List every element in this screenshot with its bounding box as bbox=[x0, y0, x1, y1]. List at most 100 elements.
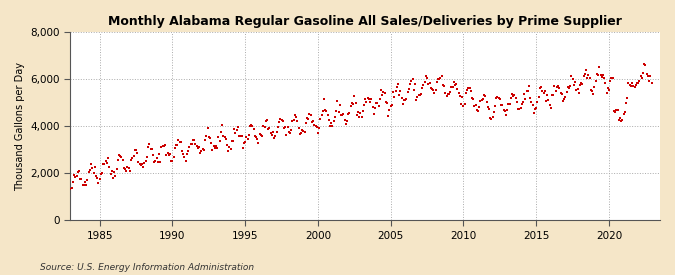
Point bbox=[608, 76, 618, 80]
Point bbox=[95, 177, 105, 181]
Point bbox=[446, 84, 457, 89]
Point bbox=[218, 134, 229, 138]
Point bbox=[623, 81, 634, 85]
Point bbox=[433, 77, 443, 81]
Point bbox=[624, 83, 635, 87]
Point bbox=[471, 108, 482, 112]
Point bbox=[372, 101, 383, 105]
Point bbox=[335, 112, 346, 117]
Point bbox=[306, 120, 317, 124]
Point bbox=[632, 81, 643, 85]
Point bbox=[456, 102, 466, 106]
Point bbox=[558, 99, 568, 104]
Point bbox=[541, 98, 551, 103]
Point bbox=[221, 143, 232, 147]
Point bbox=[492, 94, 503, 99]
Point bbox=[489, 104, 500, 108]
Point bbox=[292, 119, 302, 123]
Point bbox=[136, 163, 146, 167]
Point bbox=[453, 91, 464, 95]
Point bbox=[179, 155, 190, 159]
Point bbox=[640, 62, 651, 67]
Point bbox=[256, 134, 267, 138]
Point bbox=[428, 88, 439, 93]
Point bbox=[381, 100, 392, 104]
Point bbox=[439, 84, 450, 88]
Point bbox=[300, 121, 311, 125]
Point bbox=[172, 142, 183, 147]
Point bbox=[270, 134, 281, 138]
Point bbox=[196, 149, 207, 153]
Point bbox=[560, 95, 571, 99]
Point bbox=[355, 111, 366, 116]
Point bbox=[568, 83, 579, 87]
Point bbox=[408, 88, 419, 92]
Point bbox=[626, 83, 637, 88]
Point bbox=[332, 99, 343, 103]
Point bbox=[459, 102, 470, 106]
Point bbox=[268, 130, 279, 134]
Point bbox=[419, 79, 430, 84]
Point bbox=[142, 145, 153, 150]
Point bbox=[612, 108, 623, 112]
Point bbox=[286, 128, 296, 132]
Point bbox=[430, 88, 441, 92]
Point bbox=[234, 134, 244, 139]
Point bbox=[308, 119, 319, 123]
Point bbox=[503, 101, 514, 106]
Point bbox=[402, 90, 413, 94]
Point bbox=[267, 133, 277, 137]
Point bbox=[454, 94, 465, 98]
Point bbox=[427, 87, 437, 91]
Point bbox=[610, 109, 620, 114]
Point bbox=[605, 79, 616, 83]
Point bbox=[140, 159, 151, 163]
Point bbox=[447, 85, 458, 89]
Point bbox=[206, 141, 217, 145]
Point bbox=[533, 95, 544, 99]
Point bbox=[531, 106, 541, 110]
Point bbox=[358, 103, 369, 107]
Point bbox=[573, 91, 584, 95]
Point bbox=[591, 72, 602, 77]
Point bbox=[297, 128, 308, 132]
Point bbox=[551, 85, 562, 89]
Point bbox=[597, 73, 608, 77]
Point bbox=[214, 139, 225, 143]
Point bbox=[71, 174, 82, 178]
Point bbox=[591, 79, 601, 83]
Point bbox=[485, 116, 495, 120]
Point bbox=[465, 89, 476, 94]
Point bbox=[460, 91, 471, 95]
Point bbox=[200, 138, 211, 142]
Point bbox=[509, 93, 520, 97]
Point bbox=[375, 97, 385, 101]
Point bbox=[229, 127, 240, 131]
Point bbox=[464, 86, 475, 90]
Point bbox=[589, 85, 600, 89]
Point bbox=[262, 118, 273, 123]
Point bbox=[361, 100, 372, 104]
Point bbox=[191, 144, 202, 148]
Point bbox=[72, 170, 83, 174]
Point bbox=[269, 135, 279, 140]
Point bbox=[183, 149, 194, 153]
Point bbox=[566, 73, 577, 78]
Point bbox=[290, 113, 300, 117]
Point bbox=[519, 92, 530, 97]
Point bbox=[154, 152, 165, 156]
Point bbox=[561, 90, 572, 94]
Point bbox=[493, 96, 504, 101]
Point bbox=[364, 100, 375, 104]
Point bbox=[412, 95, 423, 99]
Point bbox=[579, 72, 590, 76]
Point bbox=[256, 133, 267, 137]
Point bbox=[138, 165, 148, 169]
Point bbox=[524, 84, 535, 88]
Point bbox=[645, 74, 655, 78]
Point bbox=[253, 141, 264, 145]
Point bbox=[320, 108, 331, 112]
Point bbox=[299, 130, 310, 134]
Point bbox=[109, 170, 119, 175]
Point bbox=[527, 103, 538, 107]
